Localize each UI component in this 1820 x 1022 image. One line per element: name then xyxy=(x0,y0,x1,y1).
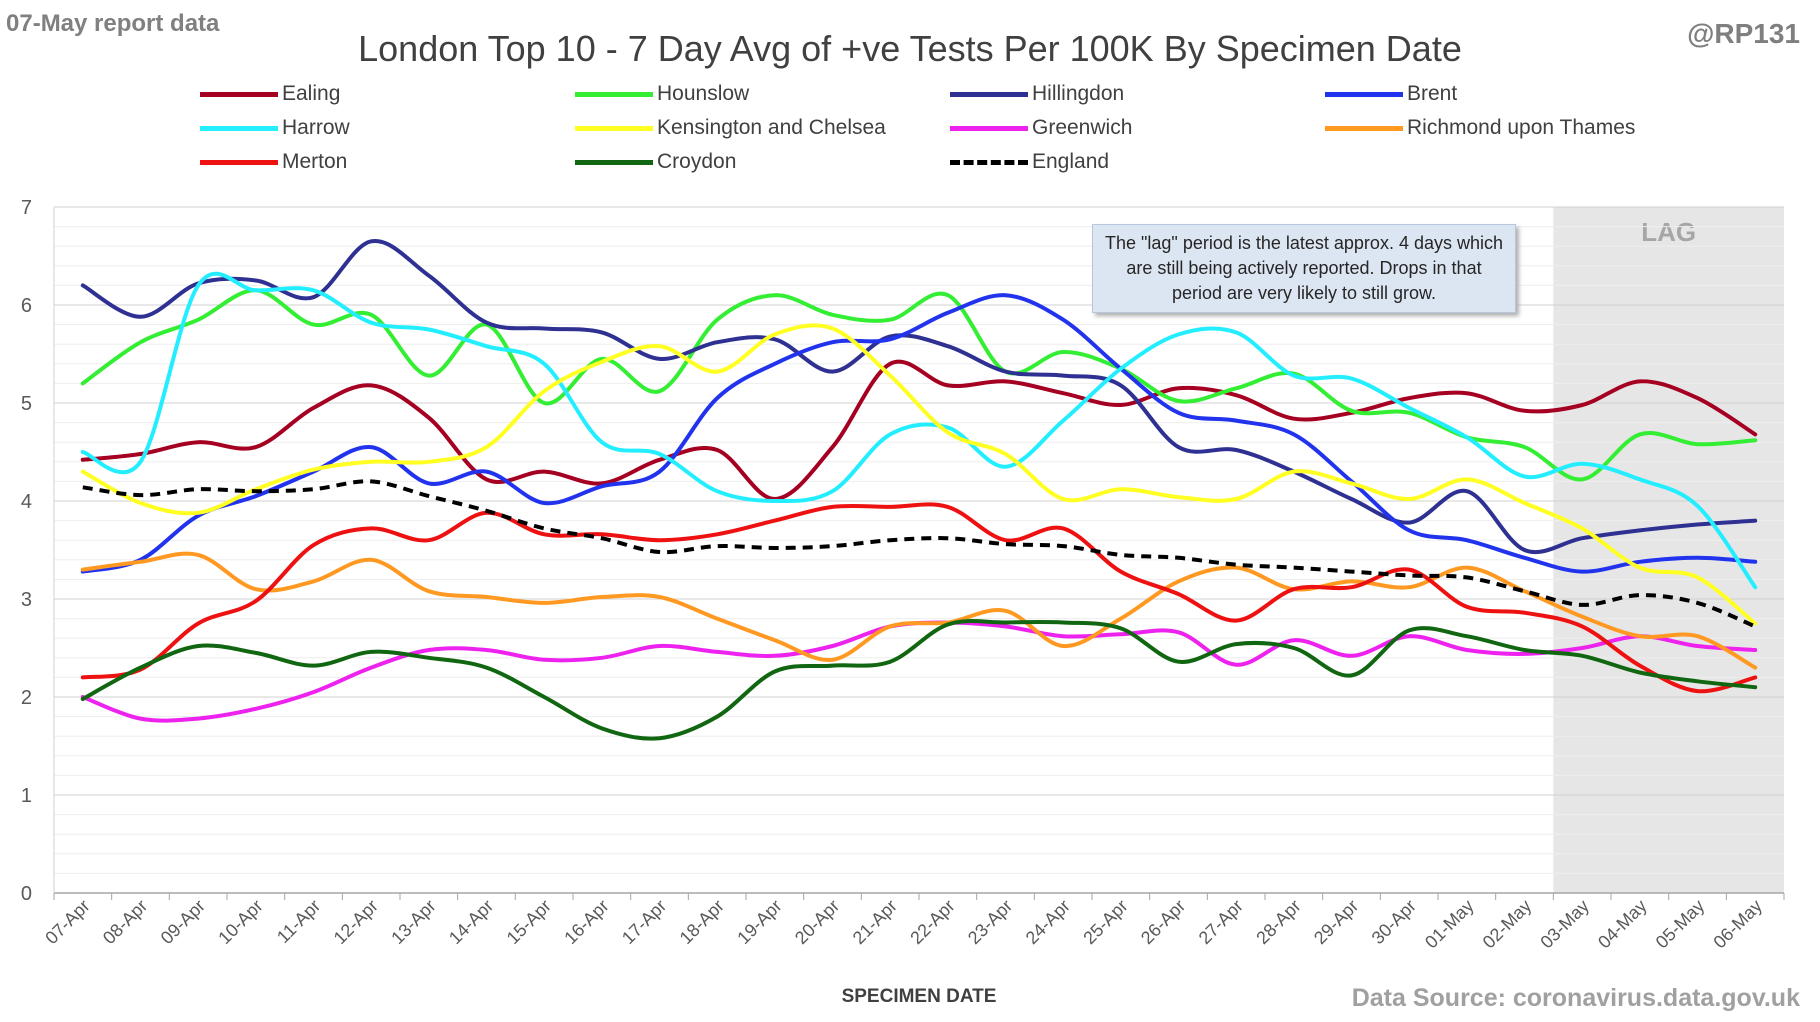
legend-label: Greenwich xyxy=(1032,116,1133,139)
series-line-ealing xyxy=(80,359,1758,502)
series-line-england xyxy=(82,479,1756,629)
legend-swatch xyxy=(200,159,278,165)
x-tick-label: 17-Apr xyxy=(618,896,670,948)
lag-label: LAG xyxy=(1641,217,1696,247)
legend-item-hillingdon: Hillingdon xyxy=(950,77,1124,111)
x-tick-label: 04-May xyxy=(1594,896,1651,953)
legend-swatch xyxy=(950,125,1028,131)
legend-label: Merton xyxy=(282,150,348,173)
x-tick-label: 21-Apr xyxy=(849,896,901,948)
series-line-greenwich xyxy=(80,620,1758,723)
legend-swatch xyxy=(575,125,653,131)
legend-swatch xyxy=(200,91,278,97)
x-tick-label: 07-Apr xyxy=(41,896,93,948)
x-tick-label: 24-Apr xyxy=(1022,896,1074,948)
series-line-hounslow xyxy=(80,288,1758,482)
legend-item-richmond-upon-thames: Richmond upon Thames xyxy=(1325,111,1635,145)
y-tick-label: 5 xyxy=(21,393,32,415)
legend-item-brent: Brent xyxy=(1325,77,1457,111)
x-tick-label: 05-May xyxy=(1652,896,1709,953)
x-tick-label: 29-Apr xyxy=(1310,896,1362,948)
legend-item-hounslow: Hounslow xyxy=(575,77,749,111)
x-tick-label: 15-Apr xyxy=(503,896,555,948)
y-tick-label: 6 xyxy=(21,295,32,317)
x-tick-label: 09-Apr xyxy=(157,896,209,948)
legend-item-ealing: Ealing xyxy=(200,77,340,111)
x-tick-label: 25-Apr xyxy=(1079,896,1131,948)
series-line-kensington-and-chelsea xyxy=(80,323,1758,626)
x-tick-label: 06-May xyxy=(1709,896,1766,953)
x-tick-label: 16-Apr xyxy=(560,896,612,948)
x-tick-label: 11-Apr xyxy=(273,896,324,947)
x-tick-label: 14-Apr xyxy=(445,896,497,948)
report-date-label: 07-May report data xyxy=(6,10,220,37)
series-line-croydon xyxy=(80,619,1758,741)
x-tick-label: 18-Apr xyxy=(676,896,728,948)
x-axis-title: SPECIMEN DATE xyxy=(842,986,997,1007)
y-tick-label: 4 xyxy=(21,491,32,513)
legend-label: Brent xyxy=(1407,82,1458,105)
legend-swatch xyxy=(200,125,278,131)
lag-region xyxy=(1553,207,1784,893)
author-handle: @RP131 xyxy=(1687,18,1800,49)
legend-label: Richmond upon Thames xyxy=(1407,116,1636,139)
y-tick-label: 1 xyxy=(21,785,32,807)
legend-swatch xyxy=(1325,125,1403,131)
x-tick-label: 22-Apr xyxy=(906,896,958,948)
x-tick-label: 12-Apr xyxy=(330,896,382,948)
x-tick-label: 30-Apr xyxy=(1368,896,1420,948)
x-tick-label: 10-Apr xyxy=(214,896,266,948)
legend-label: Hounslow xyxy=(657,82,750,105)
legend-swatch xyxy=(575,91,653,97)
legend-item-kensington-and-chelsea: Kensington and Chelsea xyxy=(575,111,886,145)
x-tick-label: 19-Apr xyxy=(733,896,785,948)
data-source-label: Data Source: coronavirus.data.gov.uk xyxy=(1351,984,1800,1012)
legend-swatch xyxy=(950,91,1028,97)
legend-swatch xyxy=(1325,91,1403,97)
legend-label: Ealing xyxy=(282,82,341,105)
legend-item-england: England xyxy=(950,145,1109,179)
y-tick-label: 2 xyxy=(21,687,32,709)
y-tick-label: 0 xyxy=(21,883,32,905)
y-tick-label: 7 xyxy=(21,197,32,219)
x-tick-label: 28-Apr xyxy=(1252,896,1304,948)
series-line-merton xyxy=(80,502,1758,694)
x-tick-label: 13-Apr xyxy=(387,896,439,948)
legend-label: Croydon xyxy=(657,150,737,173)
legend-swatch xyxy=(575,159,653,165)
legend-item-harrow: Harrow xyxy=(200,111,350,145)
legend-item-merton: Merton xyxy=(200,145,347,179)
x-tick-label: 01-May xyxy=(1421,896,1478,953)
x-tick-label: 03-May xyxy=(1536,896,1593,953)
lag-note-callout: The "lag" period is the latest approx. 4… xyxy=(1092,224,1516,313)
legend-label: Hillingdon xyxy=(1032,82,1125,105)
series-line-brent xyxy=(80,293,1758,574)
x-tick-label: 08-Apr xyxy=(99,896,151,948)
y-tick-label: 3 xyxy=(21,589,32,611)
series-line-richmond-upon-thames xyxy=(80,551,1758,670)
x-tick-label: 02-May xyxy=(1479,896,1536,953)
chart-title: London Top 10 - 7 Day Avg of +ve Tests P… xyxy=(358,28,1462,69)
x-tick-label: 20-Apr xyxy=(791,896,843,948)
legend-label: England xyxy=(1032,150,1110,173)
x-tick-label: 23-Apr xyxy=(964,896,1016,948)
x-tick-label: 27-Apr xyxy=(1195,896,1247,948)
legend-swatch xyxy=(950,159,1028,165)
series-line-hillingdon xyxy=(80,239,1758,555)
legend-label: Harrow xyxy=(282,116,350,139)
legend-item-greenwich: Greenwich xyxy=(950,111,1132,145)
legend-item-croydon: Croydon xyxy=(575,145,736,179)
series-line-harrow xyxy=(80,271,1758,590)
legend-label: Kensington and Chelsea xyxy=(657,116,886,139)
x-tick-label: 26-Apr xyxy=(1137,896,1189,948)
